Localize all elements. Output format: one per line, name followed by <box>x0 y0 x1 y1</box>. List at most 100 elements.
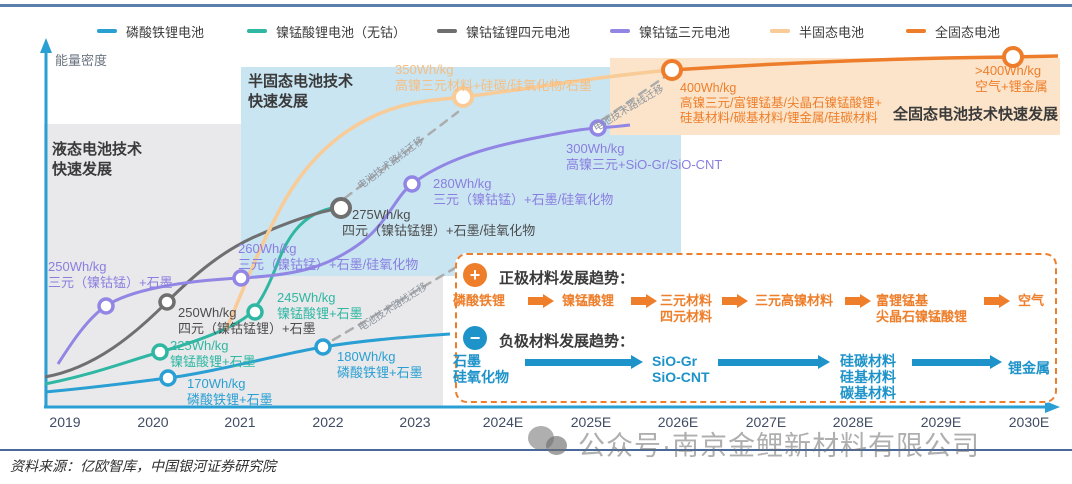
legend-label: 全固态电池 <box>935 24 1001 40</box>
annotation-materials: 三元（镍钴锰）+石墨/硅氧化物 <box>433 192 614 207</box>
annotation-ternary-260: 260Wh/kg 三元（镍钴锰）+石墨/硅氧化物 <box>238 241 418 273</box>
annotation-ternary-280: 280Wh/kg 三元（镍钴锰）+石墨/硅氧化物 <box>433 176 613 208</box>
x-tick: 2022 <box>312 414 344 430</box>
arrow-right-icon <box>722 294 748 308</box>
legend-label: 镍钴锰锂四元电池 <box>466 24 571 40</box>
x-tick: 2021 <box>224 414 256 430</box>
x-axis-arrow-icon <box>1045 401 1060 413</box>
y-axis-label: 能量密度 <box>55 53 108 68</box>
annotation-value: 170Wh/kg <box>187 376 246 391</box>
y-axis-arrow-icon <box>40 38 52 53</box>
annotation-value: 350Wh/kg <box>395 62 454 77</box>
top-border-line <box>0 4 1072 7</box>
annotation-value: 250Wh/kg <box>48 259 107 274</box>
annotation-materials: 磷酸铁锂+石墨 <box>187 392 273 407</box>
legend-dash-icon <box>610 29 630 33</box>
watermark-text: 公众号·南京金鲤新材料有限公司 <box>578 431 980 461</box>
cathode-item: 三元高镍材料 <box>755 293 834 308</box>
arrow-right-icon <box>631 294 657 308</box>
legend-dash-icon <box>97 29 117 33</box>
annotation-lfp-180: 180Wh/kg 磷酸铁锂+石墨 <box>337 349 423 381</box>
x-tick: 2030E <box>1008 414 1050 430</box>
legend-dash-icon <box>906 29 926 33</box>
annotation-lnmo-245: 245Wh/kg 镍锰酸锂+石墨 <box>277 290 363 322</box>
x-tick: 2028E <box>832 414 874 430</box>
annotation-materials: 三元（镍钴锰）+石墨/硅氧化物 <box>238 257 419 272</box>
legend-item-ternary: 镍钴锰三元电池 <box>610 22 730 40</box>
annotation-value: 180Wh/kg <box>337 349 396 364</box>
anode-item: 锂金属 <box>1008 360 1050 376</box>
annotation-ternary-250: 250Wh/kg 三元（镍钴锰）+石墨 <box>48 259 173 291</box>
anode-trend-title: 负极材料发展趋势： <box>499 333 635 350</box>
annotation-materials: 空气+锂金属 <box>975 79 1048 94</box>
cathode-item: 磷酸铁锂 <box>453 293 506 308</box>
annotation-materials: 四元（镍钴锰锂）+石墨/硅氧化物 <box>342 223 536 238</box>
region-label-liquid: 液态电池技术 快速发展 <box>52 141 143 178</box>
legend-item-solid-state: 全固态电池 <box>906 22 1000 40</box>
annotation-materials: 高镍三元+SiO-Gr/SiO-CNT <box>566 157 723 172</box>
region-label-semi-solid: 半固态电池技术 快速发展 <box>248 73 354 110</box>
region-label-solid-state: 全固态电池技术快速发展 <box>893 106 1059 123</box>
cathode-item: 空气 <box>1018 293 1045 308</box>
legend-label: 镍钴锰三元电池 <box>639 24 731 40</box>
annotation-solid-400plus: >400Wh/kg 空气+锂金属 <box>975 63 1048 95</box>
annotation-value: 275Wh/kg <box>352 207 411 222</box>
separator-line <box>0 449 1072 451</box>
anode-item: 硅碳材料 硅基材料 碳基材料 <box>840 353 896 401</box>
source-note: 资料来源：亿欧智库，中国银河证券研究院 <box>10 460 276 475</box>
minus-circle-icon: − <box>463 326 487 350</box>
annotation-value: 245Wh/kg <box>277 290 336 305</box>
arrow-right-icon <box>912 355 1002 369</box>
x-tick: 2029E <box>920 414 962 430</box>
legend-item-lnmo: 镍锰酸锂电池（无钴） <box>247 22 406 40</box>
legend-item-quaternary: 镍钴锰锂四元电池 <box>437 22 570 40</box>
annotation-value: 280Wh/kg <box>433 176 492 191</box>
annotation-materials: 三元（镍钴锰）+石墨 <box>48 275 173 290</box>
legend-label: 半固态电池 <box>799 24 865 40</box>
x-tick: 2019 <box>49 414 81 430</box>
annotation-quad-275: 275Wh/kg 四元（镍钴锰锂）+石墨/硅氧化物 <box>342 207 535 239</box>
cathode-item: 镍锰酸锂 <box>562 293 615 308</box>
legend-item-semi-solid: 半固态电池 <box>770 22 864 40</box>
annotation-lfp-170: 170Wh/kg 磷酸铁锂+石墨 <box>187 376 273 408</box>
cathode-item: 三元材料 四元材料 <box>660 293 713 324</box>
annotation-materials: 镍锰酸锂+石墨 <box>277 306 363 321</box>
annotation-value: >400Wh/kg <box>975 63 1042 78</box>
annotation-materials: 镍锰酸锂+石墨 <box>170 354 256 369</box>
annotation-materials: 四元（镍钴锰锂）+石墨 <box>178 321 316 336</box>
arrow-right-icon <box>984 294 1010 308</box>
watermark: 公众号·南京金鲤新材料有限公司 <box>528 424 980 463</box>
x-tick: 2026E <box>657 414 699 430</box>
arrow-right-icon <box>525 355 643 369</box>
wechat-icon <box>528 425 570 462</box>
annotation-semi-350: 350Wh/kg 高镍三元材料+硅碳/硅氧化物/石墨 <box>395 62 592 94</box>
annotation-solid-400: 400Wh/kg 高镍三元/富锂锰基/尖晶石镍锰酸锂+ 硅基材料/碳基材料/锂金… <box>680 81 882 126</box>
annotation-value: 400Wh/kg <box>680 81 737 95</box>
arrow-right-icon <box>718 355 830 369</box>
annotation-value: 260Wh/kg <box>238 241 297 256</box>
legend-dash-icon <box>247 29 267 33</box>
x-tick: 2023 <box>399 414 431 430</box>
legend-label: 镍锰酸锂电池（无钴） <box>276 24 407 40</box>
annotation-materials: 高镍三元/富锂锰基/尖晶石镍锰酸锂+ 硅基材料/碳基材料/锂金属/硅碳材料 <box>680 96 882 125</box>
legend-dash-icon <box>437 29 457 33</box>
anode-item: SiO-Gr SiO-CNT <box>652 353 710 385</box>
arrow-right-icon <box>845 294 871 308</box>
legend-dash-icon <box>770 29 790 33</box>
cathode-item: 富锂锰基 尖晶石镍锰酸锂 <box>876 293 968 324</box>
annotation-lnmo-225: 225Wh/kg 镍锰酸锂+石墨 <box>170 338 256 370</box>
x-tick: 2025E <box>570 414 612 430</box>
x-tick: 2024E <box>482 414 524 430</box>
x-tick: 2027E <box>745 414 787 430</box>
annotation-materials: 磷酸铁锂+石墨 <box>337 365 423 380</box>
legend-label: 磷酸铁锂电池 <box>126 24 205 40</box>
annotation-value: 300Wh/kg <box>566 141 625 156</box>
annotation-value: 225Wh/kg <box>170 338 229 353</box>
annotation-materials: 高镍三元材料+硅碳/硅氧化物/石墨 <box>395 78 592 93</box>
annotation-ternary-300: 300Wh/kg 高镍三元+SiO-Gr/SiO-CNT <box>566 141 722 173</box>
legend-item-lfp: 磷酸铁锂电池 <box>97 22 204 40</box>
plus-circle-icon: + <box>463 263 487 287</box>
cathode-trend-title: 正极材料发展趋势： <box>499 270 635 287</box>
arrow-right-icon <box>528 294 554 308</box>
